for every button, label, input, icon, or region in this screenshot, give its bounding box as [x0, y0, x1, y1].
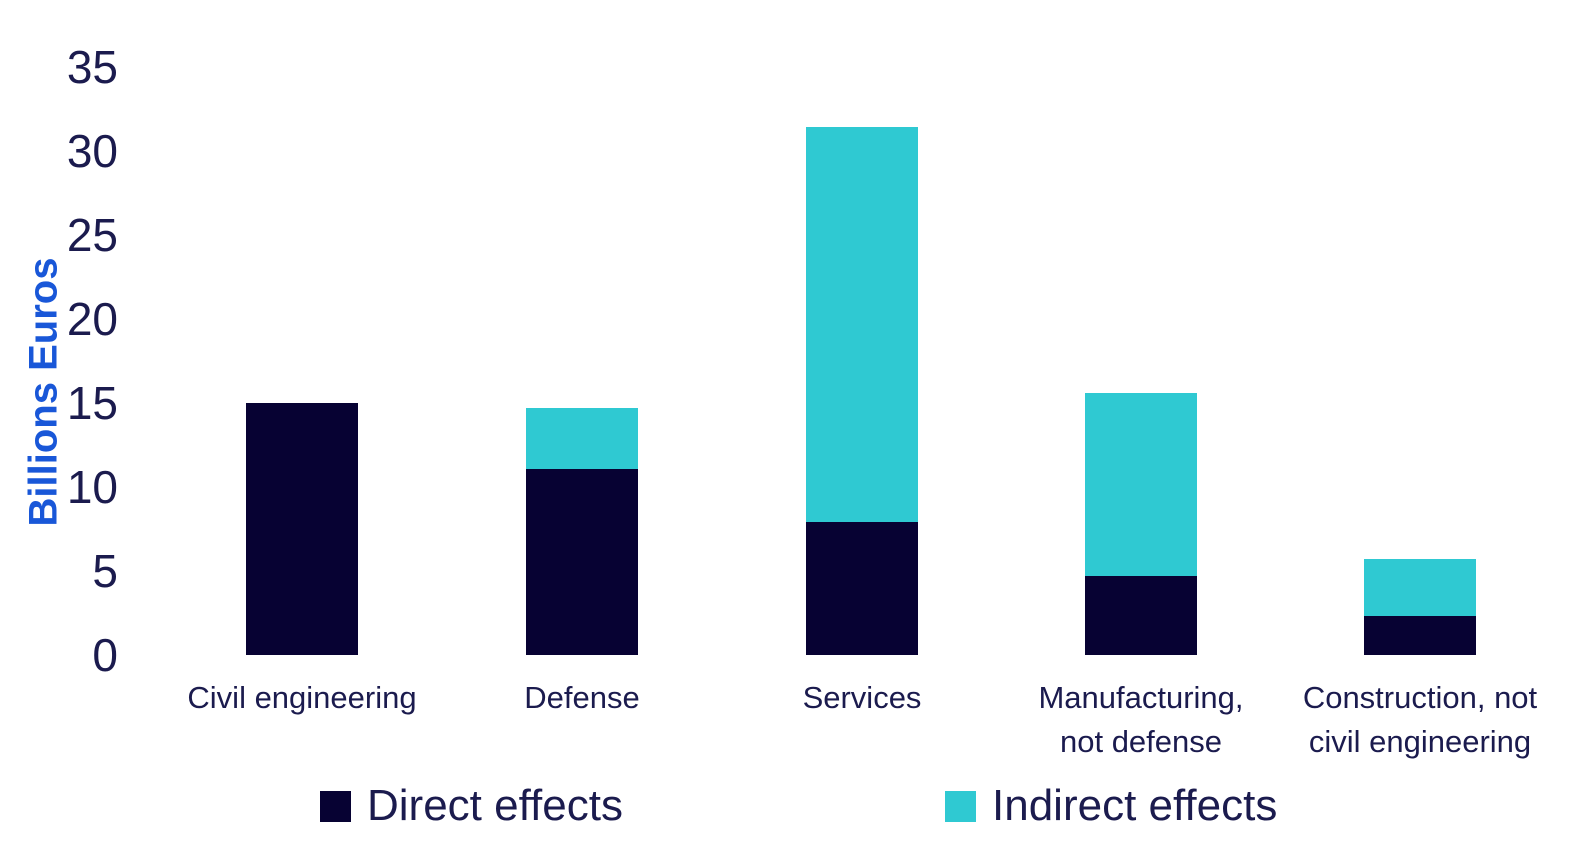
y-tick-label-20: 20 [66, 293, 118, 345]
bar-defense-direct-effects [526, 468, 638, 655]
bar-services-indirect-effects [806, 127, 918, 523]
y-tick-label-25: 25 [66, 209, 118, 261]
y-tick-label-35: 35 [66, 41, 118, 93]
category-label-construction-not-civil-engineering: Construction, not civil engineering [1302, 680, 1538, 759]
legend-swatch-indirect-effects [945, 790, 976, 822]
legend-swatch-direct-effects [320, 790, 351, 822]
legend-label-direct-effects: Direct effects [367, 781, 623, 830]
category-label-manufacturing-not-defense: Manufacturing, not defense [1038, 680, 1244, 759]
category-label-services: Services [802, 680, 922, 715]
bar-services-direct-effects [806, 522, 918, 655]
bar-manufacturing-not-defense-indirect-effects [1085, 392, 1197, 577]
y-tick-label-30: 30 [66, 125, 118, 177]
category-label-defense: Defense [524, 680, 640, 715]
bar-defense-indirect-effects [526, 408, 638, 469]
bar-manufacturing-not-defense-direct-effects [1085, 576, 1197, 655]
y-tick-label-15: 15 [66, 377, 118, 429]
bar-civil-engineering-direct-effects [246, 403, 358, 655]
bar-construction-not-civil-engineering-direct-effects [1364, 616, 1476, 655]
y-tick-label-0: 0 [92, 629, 118, 681]
legend-label-indirect-effects: Indirect effects [992, 781, 1278, 830]
category-label-civil-engineering: Civil engineering [187, 680, 417, 715]
legend-item-indirect-effects: Indirect effects [945, 784, 1277, 828]
y-tick-label-10: 10 [66, 461, 118, 513]
legend-item-direct-effects: Direct effects [320, 784, 623, 828]
bar-construction-not-civil-engineering-indirect-effects [1364, 559, 1476, 617]
y-tick-label-5: 5 [92, 545, 118, 597]
